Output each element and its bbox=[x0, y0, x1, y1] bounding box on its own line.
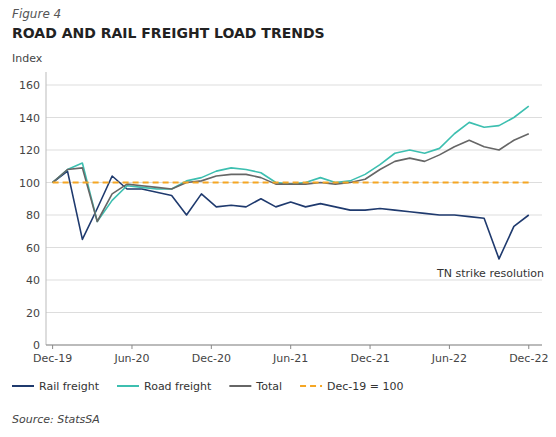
grid-line bbox=[46, 117, 542, 118]
x-tick-label: Dec-19 bbox=[33, 352, 72, 365]
series-line bbox=[53, 182, 529, 184]
x-tick bbox=[449, 345, 450, 349]
y-axis-label: Index bbox=[12, 52, 43, 65]
lines bbox=[53, 106, 529, 259]
series-line bbox=[53, 134, 529, 222]
grid-line bbox=[46, 345, 542, 346]
grid-line bbox=[46, 312, 542, 313]
x-tick-label: Dec-20 bbox=[192, 352, 231, 365]
annotation: TN strike resolution bbox=[436, 267, 544, 280]
x-tick bbox=[528, 345, 529, 349]
grid-line bbox=[46, 85, 542, 86]
grid-line bbox=[46, 215, 542, 216]
y-tick-label: 40 bbox=[26, 274, 40, 287]
x-tick-label: Dec-21 bbox=[350, 352, 389, 365]
x-tick-label: Jun-21 bbox=[272, 352, 308, 365]
legend-label: Rail freight bbox=[39, 380, 100, 393]
legend-label: Dec-19 = 100 bbox=[327, 380, 403, 393]
legend-label: Road freight bbox=[144, 380, 212, 393]
x-tick bbox=[131, 345, 132, 349]
x-axis-line bbox=[46, 345, 542, 346]
x-tick-label: Jun-22 bbox=[431, 352, 467, 365]
chart: Figure 4 ROAD AND RAIL FREIGHT LOAD TREND… bbox=[0, 0, 556, 437]
series-line bbox=[53, 106, 529, 221]
grid-line bbox=[46, 150, 542, 151]
x-tick-label: Jun-20 bbox=[113, 352, 149, 365]
y-tick-label: 60 bbox=[26, 242, 40, 255]
title: ROAD AND RAIL FREIGHT LOAD TRENDS bbox=[12, 25, 325, 41]
y-tick-label: 100 bbox=[19, 177, 40, 190]
y-tick-label: 0 bbox=[33, 339, 40, 352]
legend-swatch bbox=[117, 385, 139, 387]
source: Source: StatsSA bbox=[12, 413, 100, 426]
legend-swatch bbox=[229, 385, 251, 387]
y-tick-label: 160 bbox=[19, 79, 40, 92]
grid-line bbox=[46, 247, 542, 248]
grid bbox=[46, 85, 542, 345]
legend-label: Total bbox=[255, 380, 282, 393]
x-tick-label: Dec-22 bbox=[509, 352, 548, 365]
y-tick-label: 20 bbox=[26, 307, 40, 320]
x-tick bbox=[370, 345, 371, 349]
y-axis-line bbox=[46, 72, 47, 345]
x-tick bbox=[52, 345, 53, 349]
x-tick bbox=[290, 345, 291, 349]
y-tick-label: 140 bbox=[19, 112, 40, 125]
x-tick bbox=[211, 345, 212, 349]
legend-swatch bbox=[12, 385, 34, 387]
y-tick-label: 80 bbox=[26, 209, 40, 222]
y-tick-label: 120 bbox=[19, 144, 40, 157]
subtitle: Figure 4 bbox=[12, 7, 61, 21]
legend: Rail freight Road freight Total Dec-19 = 10… bbox=[12, 380, 404, 393]
legend-swatch bbox=[300, 385, 322, 387]
